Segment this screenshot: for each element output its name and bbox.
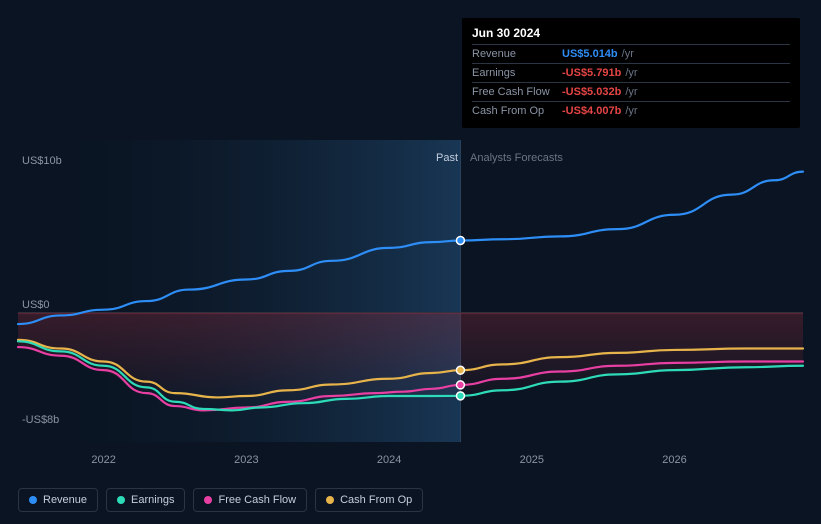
tooltip-row-value: -US$4.007b (562, 105, 621, 117)
chart-tooltip: Jun 30 2024 RevenueUS$5.014b/yrEarnings-… (462, 18, 800, 128)
tooltip-row: Earnings-US$5.791b/yr (472, 63, 790, 82)
legend-item[interactable]: Earnings (106, 488, 185, 512)
tooltip-row: Cash From Op-US$4.007b/yr (472, 101, 790, 120)
legend-item-label: Earnings (131, 494, 174, 506)
legend-item-label: Free Cash Flow (218, 494, 296, 506)
tooltip-row-unit: /yr (625, 86, 637, 98)
tooltip-row-unit: /yr (625, 105, 637, 117)
legend-item-label: Revenue (43, 494, 87, 506)
x-tick-label: 2026 (662, 454, 686, 466)
y-tick-label: US$10b (22, 155, 62, 167)
tooltip-row-label: Cash From Op (472, 105, 562, 117)
tooltip-row-unit: /yr (625, 67, 637, 79)
legend-item[interactable]: Revenue (18, 488, 98, 512)
tooltip-row-value: US$5.014b (562, 48, 618, 60)
past-region-label: Past (436, 152, 458, 164)
tooltip-row-value: -US$5.032b (562, 86, 621, 98)
tooltip-title: Jun 30 2024 (472, 26, 790, 44)
tooltip-row-unit: /yr (622, 48, 634, 60)
legend-dot-icon (204, 496, 212, 504)
chart-legend: Revenue Earnings Free Cash Flow Cash From O… (18, 488, 423, 512)
x-tick-label: 2023 (234, 454, 258, 466)
x-tick-label: 2024 (377, 454, 401, 466)
tooltip-row: RevenueUS$5.014b/yr (472, 44, 790, 63)
legend-item[interactable]: Free Cash Flow (193, 488, 307, 512)
tooltip-row: Free Cash Flow-US$5.032b/yr (472, 82, 790, 101)
y-tick-label: -US$8b (22, 414, 59, 426)
legend-item[interactable]: Cash From Op (315, 488, 423, 512)
tooltip-row-label: Earnings (472, 67, 562, 79)
x-tick-label: 2022 (91, 454, 115, 466)
financials-chart: Jun 30 2024 RevenueUS$5.014b/yrEarnings-… (0, 0, 821, 524)
legend-item-label: Cash From Op (340, 494, 412, 506)
y-tick-label: US$0 (22, 299, 50, 311)
tooltip-row-label: Free Cash Flow (472, 86, 562, 98)
tooltip-row-value: -US$5.791b (562, 67, 621, 79)
legend-dot-icon (29, 496, 37, 504)
legend-dot-icon (326, 496, 334, 504)
tooltip-row-label: Revenue (472, 48, 562, 60)
tooltip-rows: RevenueUS$5.014b/yrEarnings-US$5.791b/yr… (472, 44, 790, 120)
forecast-region-label: Analysts Forecasts (470, 152, 563, 164)
x-tick-label: 2025 (520, 454, 544, 466)
legend-dot-icon (117, 496, 125, 504)
